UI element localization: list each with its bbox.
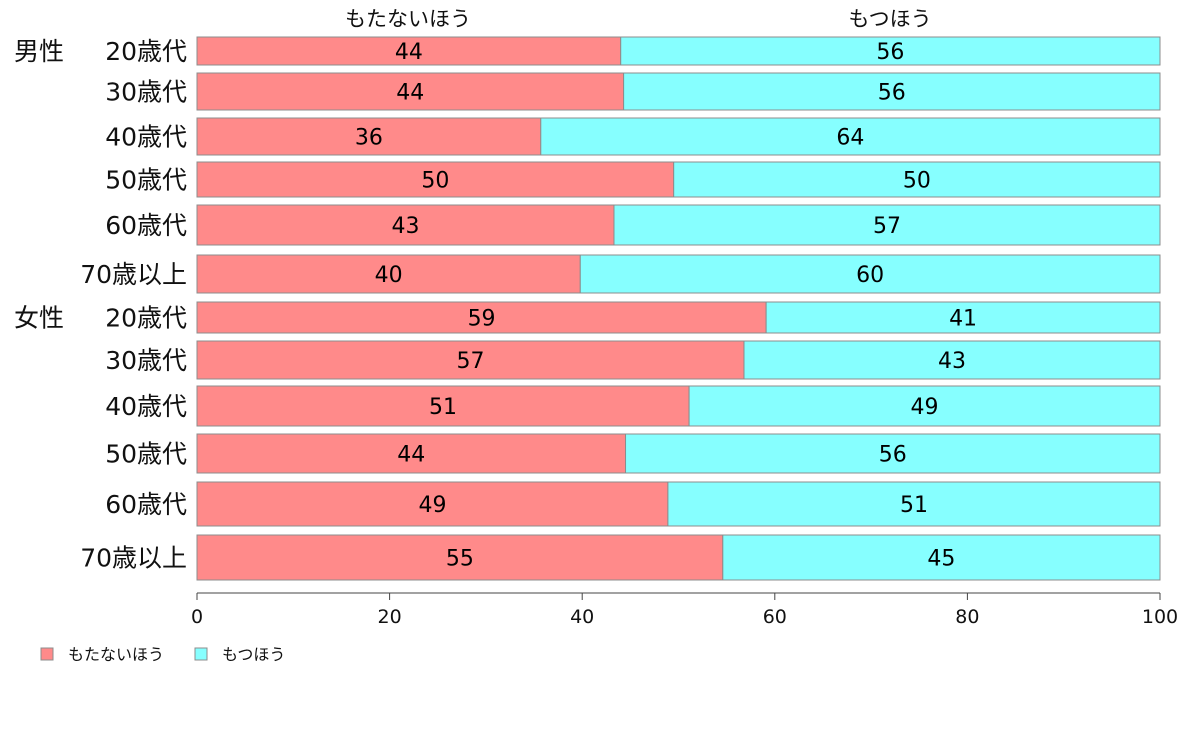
- category-label: 40歳代: [105, 123, 187, 152]
- category-label: 60歳代: [105, 490, 187, 519]
- bar-segment-motsu: [688, 385, 1161, 427]
- x-tick-label: 100: [1142, 606, 1178, 628]
- data-label: 44: [397, 443, 425, 468]
- category-label: 40歳代: [105, 392, 187, 421]
- data-label: 59: [468, 307, 496, 332]
- data-label: 56: [878, 81, 906, 106]
- bar-segment-motanai: [196, 481, 669, 527]
- bar-segment-motanai: [196, 161, 675, 198]
- x-tick-label: 20: [378, 606, 402, 628]
- x-tick-label: 60: [763, 606, 787, 628]
- x-tick-label: 0: [191, 606, 203, 628]
- x-tick-label: 80: [955, 606, 979, 628]
- data-label: 50: [421, 169, 449, 194]
- category-label: 20歳代: [105, 37, 187, 66]
- data-label: 43: [938, 349, 966, 374]
- bar-segment-motsu: [623, 72, 1161, 111]
- category-label: 50歳代: [105, 166, 187, 195]
- data-label: 40: [375, 263, 403, 288]
- data-label: 51: [429, 395, 457, 420]
- bar-segment-motanai: [196, 204, 615, 246]
- data-label: 51: [900, 493, 928, 518]
- bar-segment-motsu: [722, 534, 1161, 581]
- data-label: 60: [856, 263, 884, 288]
- bar-segment-motanai: [196, 36, 622, 66]
- data-label: 64: [836, 126, 864, 151]
- legend-swatch: [194, 647, 208, 661]
- legend-label: もつほう: [222, 645, 285, 664]
- bar-segment-motanai: [196, 72, 625, 111]
- legend-label: もたないほう: [68, 645, 164, 664]
- data-label: 49: [911, 395, 939, 420]
- data-label: 36: [355, 126, 383, 151]
- bar-segment-motsu: [765, 301, 1161, 334]
- column-header-motanai: もたないほう: [345, 7, 471, 31]
- data-label: 57: [873, 214, 901, 239]
- data-label: 55: [446, 547, 474, 572]
- legend-swatch: [40, 647, 54, 661]
- category-label: 30歳代: [105, 78, 187, 107]
- data-label: 57: [456, 349, 484, 374]
- category-label: 60歳代: [105, 211, 187, 240]
- bar-segment-motsu: [620, 36, 1161, 66]
- data-label: 43: [391, 214, 419, 239]
- category-label: 70歳以上: [80, 544, 187, 573]
- bar-segment-motanai: [196, 534, 724, 581]
- group-label: 男性: [14, 37, 64, 66]
- bar-segment-motsu: [579, 254, 1161, 294]
- bar-segment-motanai: [196, 433, 627, 474]
- bar-segment-motanai: [196, 301, 767, 334]
- data-label: 56: [879, 443, 907, 468]
- bar-segment-motanai: [196, 385, 690, 427]
- column-header-motsu: もつほう: [848, 7, 931, 31]
- bar-segment-motsu: [540, 117, 1161, 156]
- bar-segment-motsu: [667, 481, 1161, 527]
- bar-segment-motsu: [613, 204, 1161, 246]
- category-label: 70歳以上: [80, 260, 187, 289]
- category-label: 20歳代: [105, 304, 187, 333]
- category-label: 30歳代: [105, 346, 187, 375]
- data-label: 44: [396, 81, 424, 106]
- category-label: 50歳代: [105, 440, 187, 469]
- x-tick-label: 40: [570, 606, 594, 628]
- group-label: 女性: [14, 304, 64, 333]
- data-label: 44: [395, 40, 423, 65]
- data-label: 56: [876, 40, 904, 65]
- bar-segment-motsu: [743, 340, 1161, 380]
- data-label: 41: [949, 307, 977, 332]
- bar-segment-motsu: [673, 161, 1161, 198]
- bar-segment-motsu: [625, 433, 1161, 474]
- data-label: 50: [903, 169, 931, 194]
- data-label: 49: [418, 493, 446, 518]
- data-label: 45: [927, 547, 955, 572]
- bar-segment-motanai: [196, 117, 542, 156]
